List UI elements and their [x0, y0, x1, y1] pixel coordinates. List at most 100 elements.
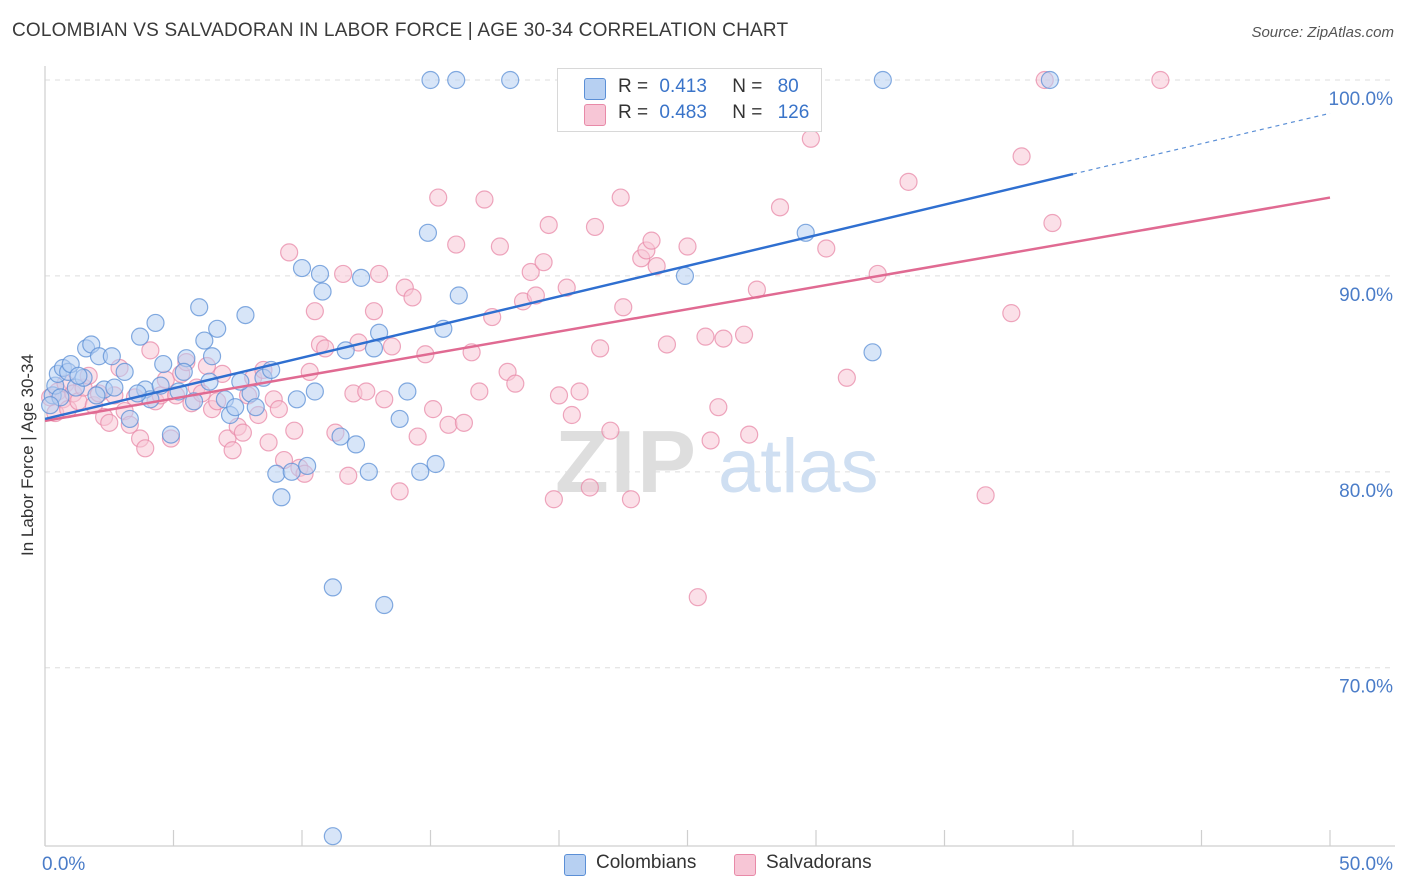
colombian-point: [287, 390, 306, 409]
watermark: ZIP atlas: [555, 412, 879, 511]
colombian-point: [346, 435, 366, 454]
colombian-point: [390, 409, 409, 429]
chart-title: COLOMBIAN VS SALVADORAN IN LABOR FORCE |…: [12, 20, 789, 41]
salvadoran-point: [657, 335, 677, 354]
salvadoran-point: [614, 298, 633, 317]
salvadoran-point: [585, 217, 605, 237]
trend-lines: [44, 112, 1331, 423]
colombian-point: [336, 341, 355, 360]
colombian-point: [282, 462, 301, 481]
colombian-point: [375, 595, 394, 615]
colombian-point: [115, 362, 134, 382]
colombian-point: [1040, 70, 1059, 90]
salvadoran-point: [370, 264, 389, 284]
legend-n-label: N =: [732, 76, 763, 97]
legend-r-label: R =: [618, 76, 649, 97]
salvadoran-point: [470, 382, 489, 401]
colombian-point: [501, 70, 520, 90]
colombian-point: [426, 454, 445, 474]
salvadoran-point: [285, 421, 304, 440]
salvadoran-point: [740, 425, 759, 444]
colombian-point: [447, 70, 466, 90]
salvadoran-point: [611, 188, 630, 207]
colombian-point: [292, 258, 312, 278]
salvadoran-point: [709, 398, 728, 417]
salvadoran-point: [544, 490, 563, 509]
salvadoran-point: [423, 400, 443, 419]
y-tick-label: 90.0%: [1339, 285, 1393, 306]
colombian-point: [102, 347, 121, 366]
salvadoran-point: [801, 129, 820, 148]
salvadoran-point: [136, 439, 155, 458]
salvadoran-point: [223, 441, 242, 460]
colombian-point: [226, 398, 245, 417]
salvadoran-point: [454, 413, 474, 432]
colombian-point: [411, 462, 430, 481]
salvadoran-point: [557, 278, 576, 297]
colombian-point: [272, 488, 291, 507]
legend-n-salvadorans: 126: [777, 102, 810, 123]
colombian-point: [398, 382, 417, 401]
salvadoran-point: [300, 362, 319, 382]
salvadoran-point: [696, 327, 715, 346]
legend-text-salvadorans: R = 0.483 N = 126: [618, 102, 809, 124]
colombian-point: [120, 409, 139, 429]
y-tick-labels: 70.0% 80.0% 90.0% 100.0%: [1329, 89, 1394, 698]
colombian-point: [87, 386, 106, 405]
salvadoran-point: [334, 264, 353, 284]
salvadoran-point: [601, 421, 620, 440]
legend-r-label: R =: [618, 102, 649, 123]
salvadoran-point: [375, 390, 394, 409]
salvadoran-point: [562, 405, 581, 425]
salvadoran-point: [678, 237, 697, 256]
colombian-point: [195, 331, 214, 350]
colombian-points: [41, 70, 1059, 846]
colombian-point: [359, 462, 378, 481]
salvadoran-point: [714, 329, 733, 348]
salvadoran-point: [259, 433, 278, 452]
salvadoran-point: [357, 382, 376, 401]
colombian-point: [267, 464, 286, 483]
colombian-point: [305, 382, 324, 401]
stats-legend: R = 0.413 N = 80 R = 0.483 N = 126: [557, 68, 822, 132]
salvadoran-point: [642, 231, 661, 250]
salvadoran-point: [305, 302, 324, 321]
colombian-point: [370, 323, 389, 342]
colombian-point: [174, 362, 193, 382]
salvadoran-point: [408, 427, 427, 446]
salvadoran-point: [770, 198, 790, 217]
salvadoran-point: [701, 431, 720, 450]
salvadoran-point: [280, 243, 299, 262]
colombian-point: [352, 268, 371, 287]
y-tick-label: 100.0%: [1329, 89, 1394, 110]
legend-r-salvadorans: 0.483: [659, 102, 707, 123]
salvadoran-point: [269, 400, 288, 419]
colombian-trend-line: [44, 172, 1074, 421]
salvadoran-point: [647, 257, 666, 276]
salvadoran-point: [534, 253, 553, 272]
colombian-point: [161, 425, 181, 444]
salvadoran-point: [734, 325, 754, 344]
salvadoran-point: [591, 339, 610, 358]
colombian-point: [449, 286, 468, 305]
series-label-salvadorans: Salvadorans: [766, 852, 872, 873]
salvadoran-trend-line: [44, 196, 1331, 423]
y-tick-label: 80.0%: [1339, 481, 1393, 502]
salvadoran-point: [475, 190, 494, 209]
legend-r-colombians: 0.413: [659, 76, 707, 97]
colombian-point: [418, 223, 438, 242]
salvadoran-point: [100, 413, 119, 432]
colombian-point: [331, 427, 350, 446]
salvadoran-point: [549, 386, 569, 405]
colombian-point: [41, 396, 60, 415]
salvadoran-point: [490, 237, 509, 256]
series-swatch-salvadorans: [734, 854, 756, 876]
salvadoran-point: [1043, 213, 1062, 233]
salvadoran-point: [233, 423, 252, 442]
colombian-point: [323, 578, 342, 597]
colombian-point: [863, 343, 882, 362]
salvadoran-point: [403, 288, 422, 307]
colombian-point: [69, 366, 88, 385]
x-tick-label-max: 50.0%: [1339, 854, 1393, 875]
